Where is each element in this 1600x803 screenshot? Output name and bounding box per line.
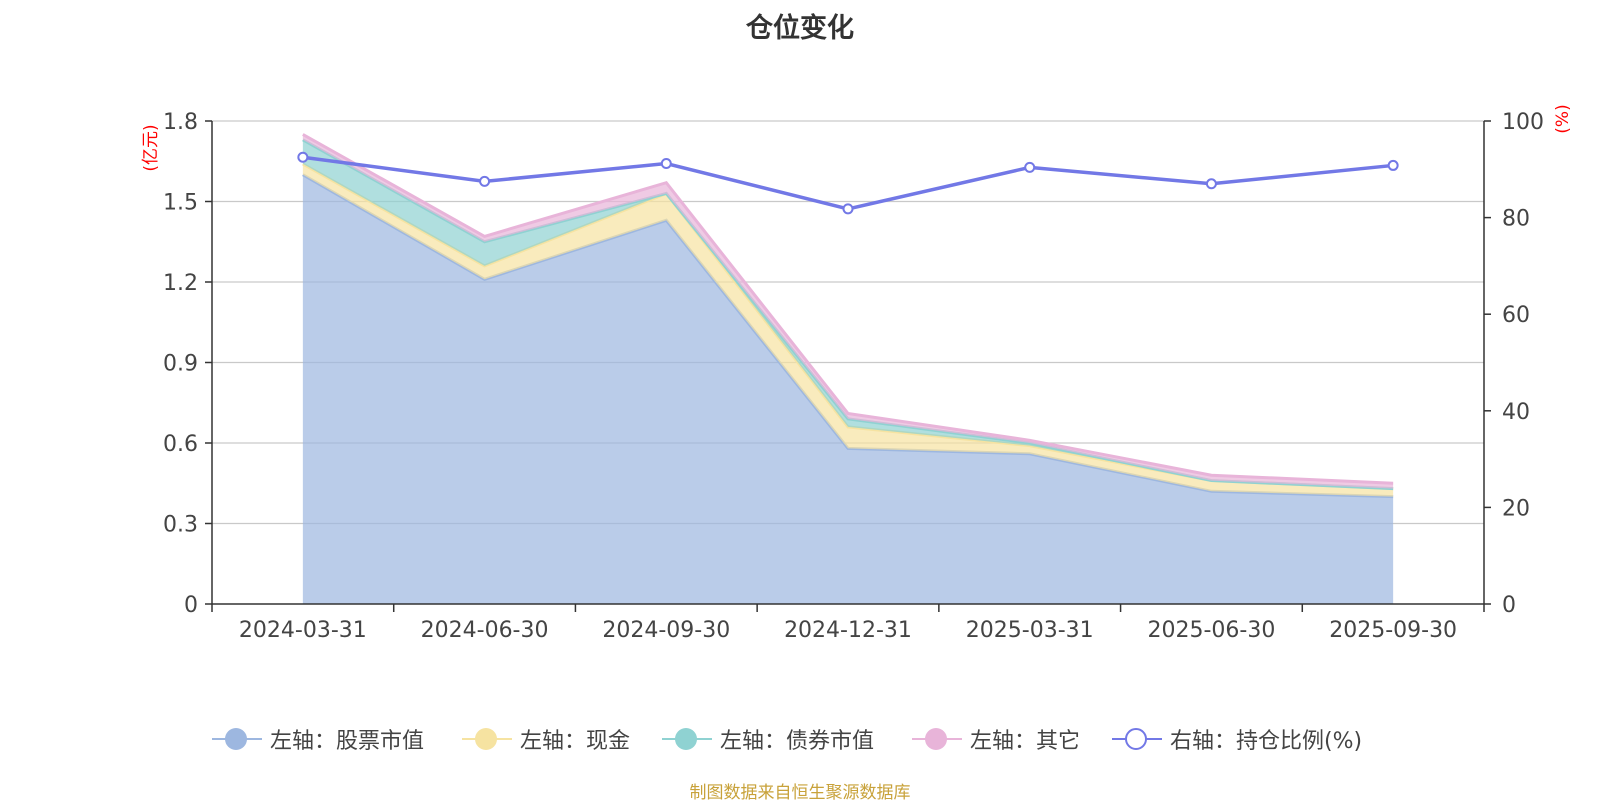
left-axis-unit: (亿元) (141, 124, 161, 171)
right-tick-label: 60 (1502, 303, 1530, 328)
legend-swatch-stock (212, 724, 262, 754)
x-tick-label: 2024-03-31 (239, 618, 367, 643)
left-tick-label: 0 (184, 593, 198, 618)
right-tick-label: 20 (1502, 496, 1530, 521)
x-tick-label: 2025-06-30 (1147, 618, 1275, 643)
left-tick-label: 1.2 (163, 271, 198, 296)
area-1 (302, 163, 1394, 497)
legend-swatch-cash (462, 724, 512, 754)
chart-title: 仓位变化 (746, 13, 854, 44)
left-tick-label: 1.8 (163, 110, 198, 135)
legend-label-other: 左轴：其它 (970, 729, 1081, 754)
ratio-point (1024, 161, 1036, 173)
right-tick-label: 80 (1502, 207, 1530, 232)
legend-item-ratio[interactable]: 右轴：持仓比例(%) (1112, 721, 1362, 757)
legend-swatch-other (912, 724, 962, 754)
x-tick-label: 2024-09-30 (602, 618, 730, 643)
ratio-point (1387, 159, 1399, 171)
legend-label-bond: 左轴：债券市值 (720, 729, 875, 754)
right-tick-label: 40 (1502, 400, 1530, 425)
area-2 (302, 139, 1394, 489)
legend-item-other[interactable]: 左轴：其它 (912, 721, 1080, 757)
ratio-point (842, 203, 854, 215)
source-note: 制图数据来自恒生聚源数据库 (689, 783, 911, 803)
area-edge-3 (302, 133, 1394, 485)
ratio-point (479, 175, 491, 187)
left-tick-label: 0.6 (163, 432, 198, 457)
left-tick-label: 0.3 (163, 513, 198, 538)
right-tick-label: 100 (1502, 110, 1544, 135)
ratio-point (297, 151, 309, 163)
legend-item-cash[interactable]: 左轴：现金 (462, 721, 630, 757)
ratio-point (1205, 178, 1217, 190)
x-tick-label: 2024-12-31 (784, 618, 912, 643)
x-tick-label: 2024-06-30 (421, 618, 549, 643)
left-tick-label: 0.9 (163, 352, 198, 377)
legend-item-bond[interactable]: 左轴：债券市值 (662, 721, 874, 757)
right-tick-label: 0 (1502, 593, 1516, 618)
legend-label-stock: 左轴：股票市值 (270, 729, 425, 754)
legend: 左轴：股票市值 左轴：现金 左轴：债券市值 左轴：其它 右轴：持仓比例(%) (0, 721, 1600, 757)
legend-swatch-ratio (1112, 724, 1162, 754)
right-axis-unit: (%) (1553, 104, 1573, 133)
legend-swatch-bond (662, 724, 712, 754)
area-3 (302, 134, 1394, 489)
left-tick-label: 1.5 (163, 191, 198, 216)
legend-label-cash: 左轴：现金 (520, 729, 631, 754)
area-0 (302, 174, 1394, 604)
ratio-point (660, 158, 672, 170)
x-tick-label: 2025-03-31 (966, 618, 1094, 643)
legend-item-stock[interactable]: 左轴：股票市值 (212, 721, 424, 757)
x-tick-label: 2025-09-30 (1329, 618, 1457, 643)
legend-label-ratio: 右轴：持仓比例(%) (1170, 729, 1363, 754)
